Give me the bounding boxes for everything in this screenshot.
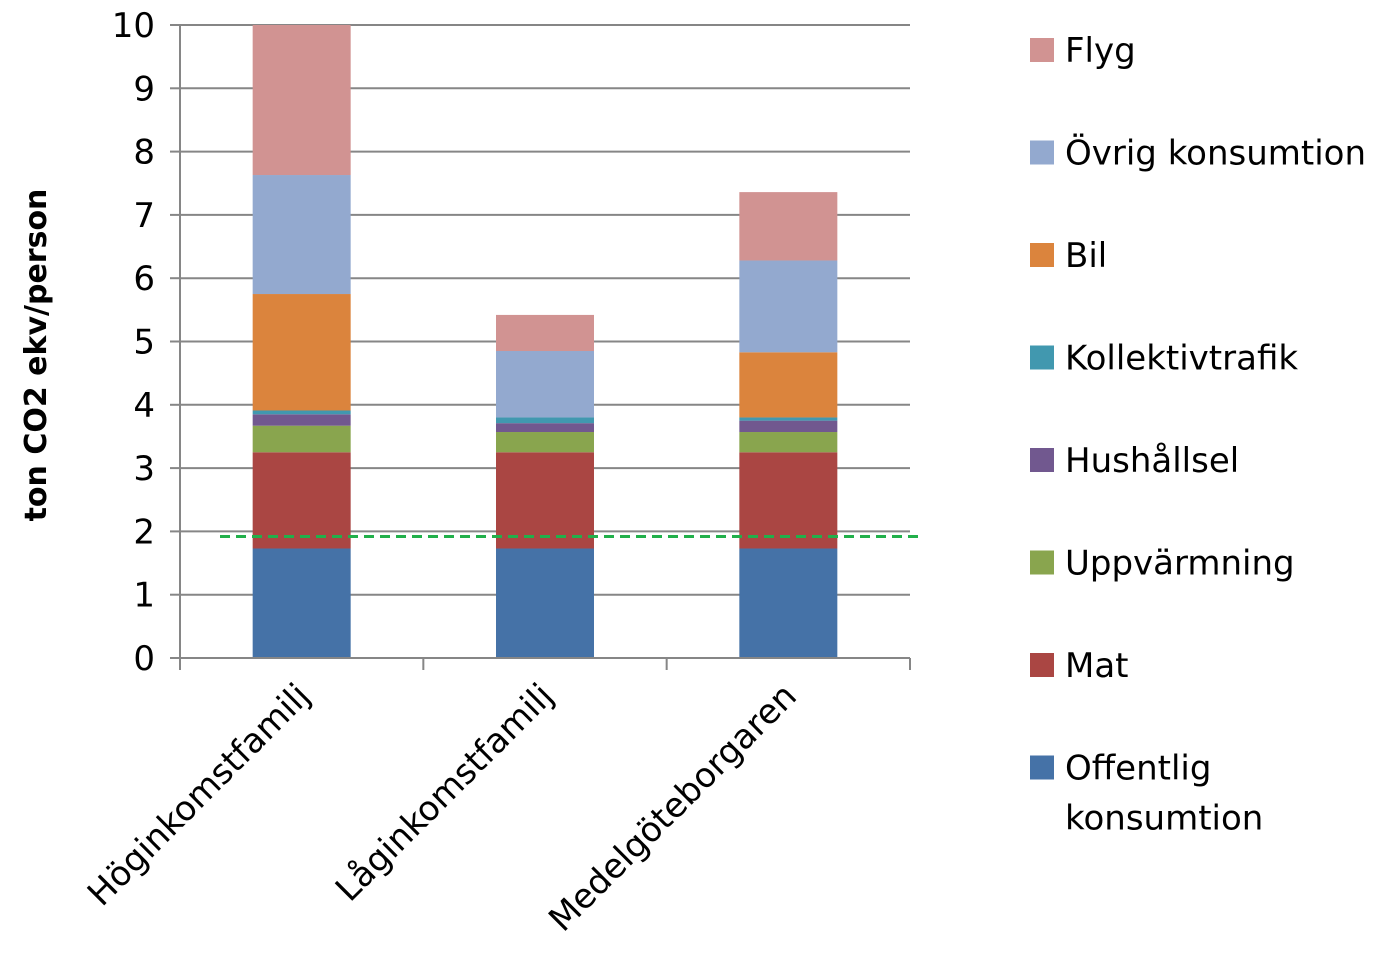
- legend-swatch: [1030, 345, 1054, 370]
- bar-segment: [739, 260, 838, 353]
- bar-segment: [739, 420, 838, 433]
- y-axis-title: ton CO2 ekv/person: [19, 189, 54, 522]
- legend-label: konsumtion: [1065, 799, 1263, 839]
- bar-segment: [496, 350, 594, 418]
- bar-segment: [252, 175, 351, 295]
- y-tick-label: 1: [133, 576, 155, 616]
- bars: [252, 25, 838, 658]
- legend-swatch: [1030, 448, 1054, 472]
- legend-swatch: [1030, 140, 1054, 165]
- bar-segment: [252, 294, 351, 411]
- x-category-label: Medelgöteborgaren: [541, 676, 805, 940]
- legend-label: Flyg: [1065, 31, 1136, 71]
- legend-label: Uppvärmning: [1065, 544, 1295, 584]
- bar-segment: [252, 414, 351, 426]
- legend-label: Mat: [1065, 646, 1129, 686]
- legend-swatch: [1030, 653, 1054, 677]
- bar-segment: [739, 452, 838, 549]
- legend: Flyg Övrig konsumtion Bil Kollektivtrafik Hu…: [1030, 31, 1366, 839]
- bar-segment: [496, 452, 594, 549]
- bar-segment: [739, 192, 838, 261]
- bar-segment: [252, 548, 351, 658]
- bar-segment: [496, 423, 594, 433]
- bar-segment: [739, 432, 838, 453]
- bar-segment: [496, 417, 594, 424]
- legend-swatch: [1030, 38, 1054, 62]
- bar-segment: [252, 410, 351, 415]
- y-tick-label: 2: [133, 512, 155, 552]
- legend-swatch: [1030, 243, 1054, 267]
- bar-segment: [739, 352, 838, 418]
- y-tick-label: 10: [112, 6, 155, 46]
- y-tick-label: 9: [133, 69, 155, 109]
- legend-label: Övrig konsumtion: [1065, 133, 1366, 174]
- x-category-label: Låginkomstfamilj: [328, 676, 561, 909]
- bar-segment: [252, 25, 351, 176]
- y-tick-label: 6: [133, 259, 155, 299]
- legend-label: Bil: [1065, 236, 1107, 276]
- bar-segment: [496, 548, 594, 658]
- legend-swatch: [1030, 550, 1054, 575]
- legend-swatch: [1030, 755, 1054, 780]
- bar-segment: [252, 452, 351, 549]
- y-tick-label: 8: [133, 133, 155, 173]
- y-tick-label: 5: [133, 323, 155, 363]
- bar-segment: [739, 417, 838, 421]
- legend-label: Hushållsel: [1065, 441, 1239, 481]
- legend-label: Offentlig: [1065, 749, 1211, 789]
- y-tick-label: 0: [133, 639, 155, 679]
- y-tick-label: 7: [133, 196, 155, 236]
- x-category-label: Höginkomstfamilj: [80, 676, 318, 914]
- legend-label: Kollektivtrafik: [1065, 339, 1298, 379]
- y-tick-label: 3: [133, 449, 155, 489]
- bar-segment: [252, 425, 351, 453]
- bar-segment: [496, 432, 594, 453]
- y-tick-label: 4: [133, 386, 155, 426]
- bar-segment: [496, 314, 594, 351]
- bar-segment: [739, 548, 838, 658]
